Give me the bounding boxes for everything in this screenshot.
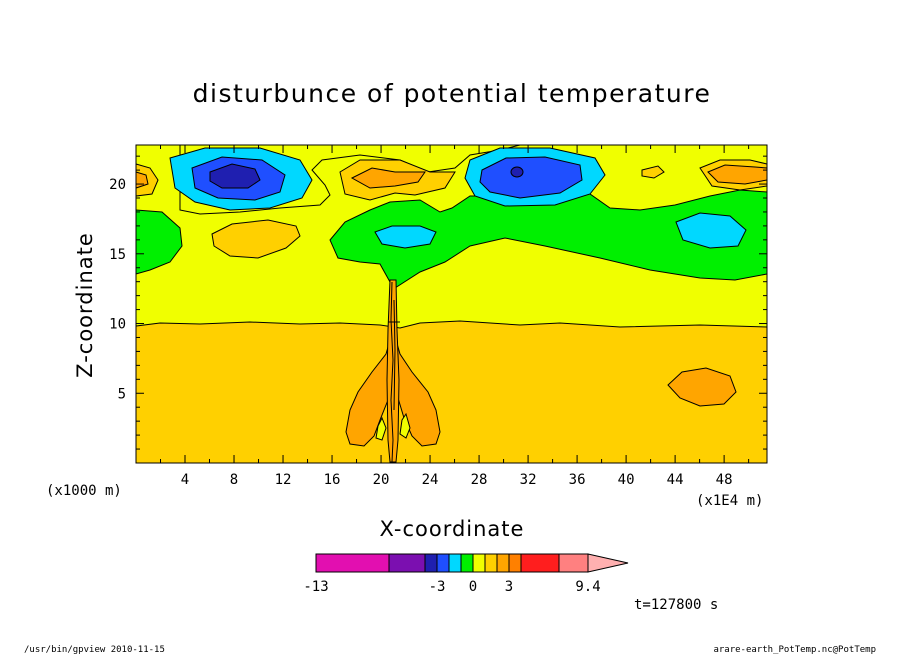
x-unit-label: (x1E4 m) xyxy=(696,493,763,509)
colorbar-cell xyxy=(558,553,589,573)
field-plume-yellow-right xyxy=(399,412,411,439)
footer-right: arare-earth_PotTemp.nc@PotTemp xyxy=(713,645,876,654)
field-warm-top-right-core xyxy=(707,164,768,185)
colorbar-arrow xyxy=(587,553,629,573)
x-tick-label: 20 xyxy=(373,472,390,488)
time-label: t=127800 s xyxy=(634,597,718,613)
colorbar-label: -3 xyxy=(429,579,446,595)
field-warm-top-mid-core xyxy=(350,167,426,189)
colorbar-cell xyxy=(484,553,498,573)
footer-left: /usr/bin/gpview 2010-11-15 xyxy=(24,645,165,654)
plot-area xyxy=(135,144,768,464)
x-tick-label: 4 xyxy=(181,472,189,488)
field-plume-dark-line xyxy=(388,281,400,463)
colorbar-cell xyxy=(388,553,426,573)
x-tick-label: 8 xyxy=(230,472,238,488)
field-warm-small-right xyxy=(641,165,665,179)
x-tick-label: 44 xyxy=(667,472,684,488)
colorbar-cell xyxy=(448,553,462,573)
field-cold-cell-2-core xyxy=(479,156,583,199)
x-tick-label: 48 xyxy=(716,472,733,488)
z-tick-label: 20 xyxy=(109,177,126,193)
z-unit-label: (x1000 m) xyxy=(46,483,122,499)
plot-frame xyxy=(135,144,768,464)
x-axis-label: X-coordinate xyxy=(380,517,525,541)
colorbar-cell xyxy=(508,553,522,573)
colorbar-cell xyxy=(472,553,486,573)
chart-title: disturbunce of potential temperature xyxy=(193,79,712,108)
colorbar: -13 -3 0 3 9.4 xyxy=(303,553,629,595)
x-axis: 4 8 12 16 20 24 28 32 36 40 44 48 xyxy=(160,145,750,488)
colorbar-cell xyxy=(315,553,390,573)
x-tick-label: 32 xyxy=(520,472,537,488)
field-green-left-lobe xyxy=(135,209,183,275)
field-warm-lower-right xyxy=(667,367,737,407)
x-tick-label: 36 xyxy=(569,472,586,488)
x-tick-label: 12 xyxy=(275,472,292,488)
colorbar-cell xyxy=(424,553,438,573)
field-cold-cell-2-center xyxy=(510,166,524,178)
colorbar-label: 3 xyxy=(505,579,513,595)
colorbar-label: 0 xyxy=(469,579,477,595)
z-tick-label: 5 xyxy=(118,386,126,402)
colorbar-cell xyxy=(496,553,510,573)
z-axis: 5 10 15 20 xyxy=(109,155,767,450)
field-plume-yellow-left xyxy=(375,416,387,441)
z-tick-label: 10 xyxy=(109,317,126,333)
z-axis-label: Z-coordinate xyxy=(73,232,97,378)
x-tick-label: 40 xyxy=(618,472,635,488)
colorbar-cell xyxy=(520,553,560,573)
colorbar-cell xyxy=(460,553,474,573)
field-warm-mid-left xyxy=(211,219,301,259)
field-cold-cell-1-center xyxy=(209,163,261,189)
x-tick-label: 24 xyxy=(422,472,439,488)
field-upper-layer xyxy=(136,144,768,289)
colorbar-label: 9.4 xyxy=(575,579,600,595)
field-plume-stem xyxy=(386,279,400,463)
colorbar-label: -13 xyxy=(303,579,328,595)
field-cyan-right xyxy=(675,212,747,249)
x-tick-label: 16 xyxy=(324,472,341,488)
z-tick-label: 15 xyxy=(109,247,126,263)
field-cyan-mid xyxy=(374,225,437,249)
colorbar-cell xyxy=(436,553,450,573)
x-tick-label: 28 xyxy=(471,472,488,488)
